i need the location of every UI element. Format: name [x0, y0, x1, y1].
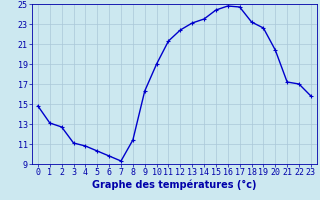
X-axis label: Graphe des températures (°c): Graphe des températures (°c) — [92, 180, 257, 190]
